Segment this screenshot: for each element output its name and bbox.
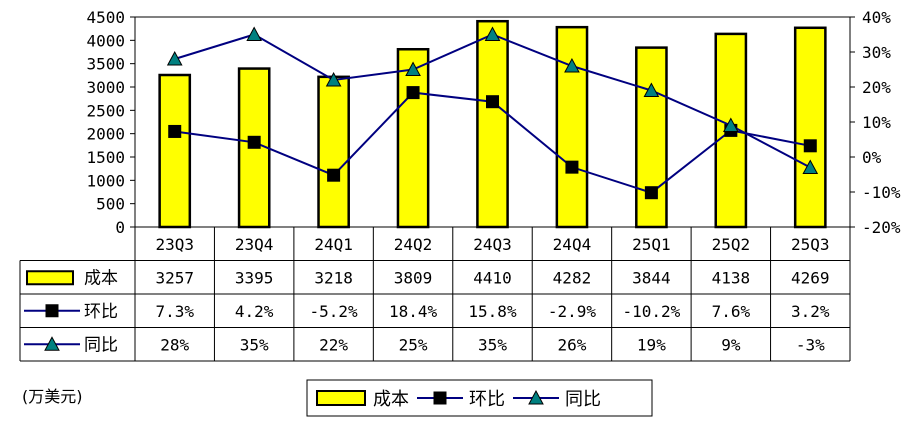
legend-key-marker (433, 391, 447, 405)
bar-cost (476, 19, 509, 229)
table-cell: 26% (557, 335, 586, 354)
category-label: 24Q4 (553, 235, 592, 254)
point-qoq (803, 139, 817, 153)
right-tick-label: 30% (862, 43, 891, 62)
table-cell: 35% (478, 335, 507, 354)
table-cell: 35% (240, 335, 269, 354)
left-tick-label: 0 (115, 218, 125, 237)
table-cell: 4.2% (235, 302, 274, 321)
table-cell: 4410 (473, 268, 512, 287)
left-tick-label: 4000 (86, 31, 125, 50)
data-table: 23Q3 23Q4 24Q1 24Q2 24Q3 24Q4 25Q1 25Q2 25Q3 成本 32… (19, 227, 851, 362)
point-qoq (327, 168, 341, 182)
table-cell: -5.2% (310, 302, 359, 321)
table-cell: 22% (319, 335, 348, 354)
category-label: 24Q2 (394, 235, 433, 254)
category-label: 24Q3 (473, 235, 512, 254)
table-key-marker (45, 304, 59, 318)
table-cell: 15.8% (468, 302, 517, 321)
table-cell: 4282 (553, 268, 592, 287)
legend-label: 成本 (373, 389, 409, 410)
left-tick-label: 4500 (86, 8, 125, 27)
bar-cost (396, 47, 430, 229)
legend-label: 环比 (469, 389, 505, 410)
point-yoy (246, 26, 263, 41)
left-tick-label: 500 (96, 195, 125, 214)
category-label: 24Q1 (314, 235, 353, 254)
point-yoy (722, 117, 739, 132)
table-cell: 3218 (314, 268, 353, 287)
table-cell: 28% (160, 335, 189, 354)
table-key-marker (44, 336, 60, 351)
point-qoq (168, 124, 182, 138)
right-tick-label: -20% (862, 218, 901, 237)
point-yoy (564, 57, 580, 73)
bar-cost (793, 26, 827, 229)
legend-key-marker (528, 389, 544, 405)
table-cell: 4138 (712, 268, 751, 287)
table-cell: -10.2% (622, 302, 680, 321)
table-cell: 7.6% (712, 302, 751, 321)
point-qoq (247, 135, 261, 149)
category-label: 25Q2 (712, 235, 751, 254)
table-key-bar (26, 270, 74, 286)
legend-label: 同比 (565, 389, 601, 410)
table-cell: 9% (721, 335, 741, 354)
table-cell: 3809 (394, 268, 433, 287)
table-cell: 3395 (235, 268, 274, 287)
point-qoq (644, 186, 658, 200)
point-qoq (565, 160, 579, 174)
table-cell: 7.3% (155, 302, 194, 321)
category-label: 25Q1 (632, 235, 671, 254)
point-yoy (484, 26, 501, 41)
table-cell: 3257 (155, 268, 194, 287)
point-qoq (406, 86, 420, 100)
bar-cost (555, 25, 589, 229)
right-tick-label: 40% (862, 8, 891, 27)
point-yoy (802, 159, 819, 174)
table-cell: 25% (399, 335, 428, 354)
table-cell: 3.2% (791, 302, 830, 321)
legend-key-bar (316, 390, 366, 406)
plot-area: 0 500 1000 1500 2000 2500 3000 3500 4000 4500 -20%… (86, 8, 900, 237)
table-row-label: 同比 (84, 335, 118, 355)
table-row-label: 环比 (84, 302, 118, 322)
point-yoy (405, 61, 421, 76)
legend: 成本 环比 同比 (306, 379, 653, 417)
point-yoy (643, 82, 660, 97)
category-label: 23Q4 (235, 235, 274, 254)
table-row-label: 成本 (84, 268, 118, 288)
table-cell: -2.9% (548, 302, 597, 321)
point-yoy (325, 71, 342, 87)
right-tick-label: 20% (862, 78, 891, 97)
table-cell: 18.4% (389, 302, 438, 321)
category-label: 25Q3 (791, 235, 830, 254)
bar-cost (317, 75, 350, 229)
bar-cost (635, 46, 668, 229)
right-tick-label: 10% (862, 113, 891, 132)
left-tick-label: 1000 (86, 171, 125, 190)
left-tick-label: 3000 (86, 78, 125, 97)
table-cell: 19% (637, 335, 666, 354)
point-yoy (166, 50, 183, 66)
left-tick-label: 2500 (86, 101, 125, 120)
point-qoq (486, 95, 499, 109)
right-tick-label: -10% (862, 183, 901, 202)
right-tick-label: 0% (862, 148, 882, 167)
table-cell: 4269 (791, 268, 830, 287)
table-cell: 3844 (632, 268, 671, 287)
left-tick-label: 1500 (86, 148, 125, 167)
category-label: 23Q3 (155, 235, 194, 254)
bar-cost (158, 73, 192, 229)
left-tick-label: 2000 (86, 125, 125, 144)
table-cell: -3% (796, 335, 825, 354)
unit-label: (万美元) (22, 387, 83, 406)
left-tick-label: 3500 (86, 55, 125, 74)
